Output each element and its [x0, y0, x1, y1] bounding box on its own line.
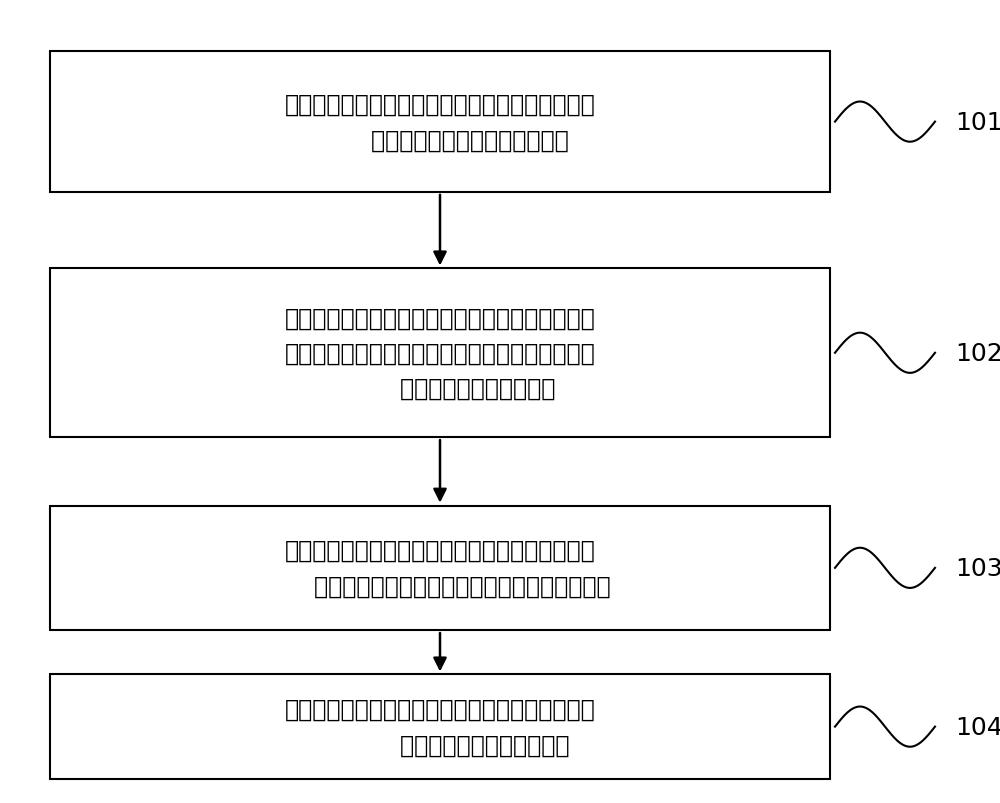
Text: 获取同一时间段的供电端各供电变压器的电能量以
        及用电端各用电变压器的电能量: 获取同一时间段的供电端各供电变压器的电能量以 及用电端各用电变压器的电能量 [285, 93, 595, 152]
FancyBboxPatch shape [50, 675, 830, 779]
Text: 根据计算得到的总输入电能量和总消耗电能量，计
      算待核查用电变压器对应电流互感器的计算变比: 根据计算得到的总输入电能量和总消耗电能量，计 算待核查用电变压器对应电流互感器的… [269, 539, 611, 597]
Text: 102: 102 [955, 341, 1000, 365]
Text: 101: 101 [955, 111, 1000, 134]
FancyBboxPatch shape [50, 269, 830, 438]
Text: 103: 103 [955, 556, 1000, 580]
FancyBboxPatch shape [50, 52, 830, 193]
FancyBboxPatch shape [50, 506, 830, 630]
Text: 104: 104 [955, 715, 1000, 739]
Text: 将待核查用电变压器对应电流互感器的计算变比与
            其对应的档案变比进行核查: 将待核查用电变压器对应电流互感器的计算变比与 其对应的档案变比进行核查 [285, 697, 595, 756]
Text: 根据各供电变压器的电能量以及根据各用电变压器
的电能量，计算得到总输入电能量和除待核查用电
          变压器外的总消耗电能量: 根据各供电变压器的电能量以及根据各用电变压器 的电能量，计算得到总输入电能量和除… [285, 306, 595, 401]
